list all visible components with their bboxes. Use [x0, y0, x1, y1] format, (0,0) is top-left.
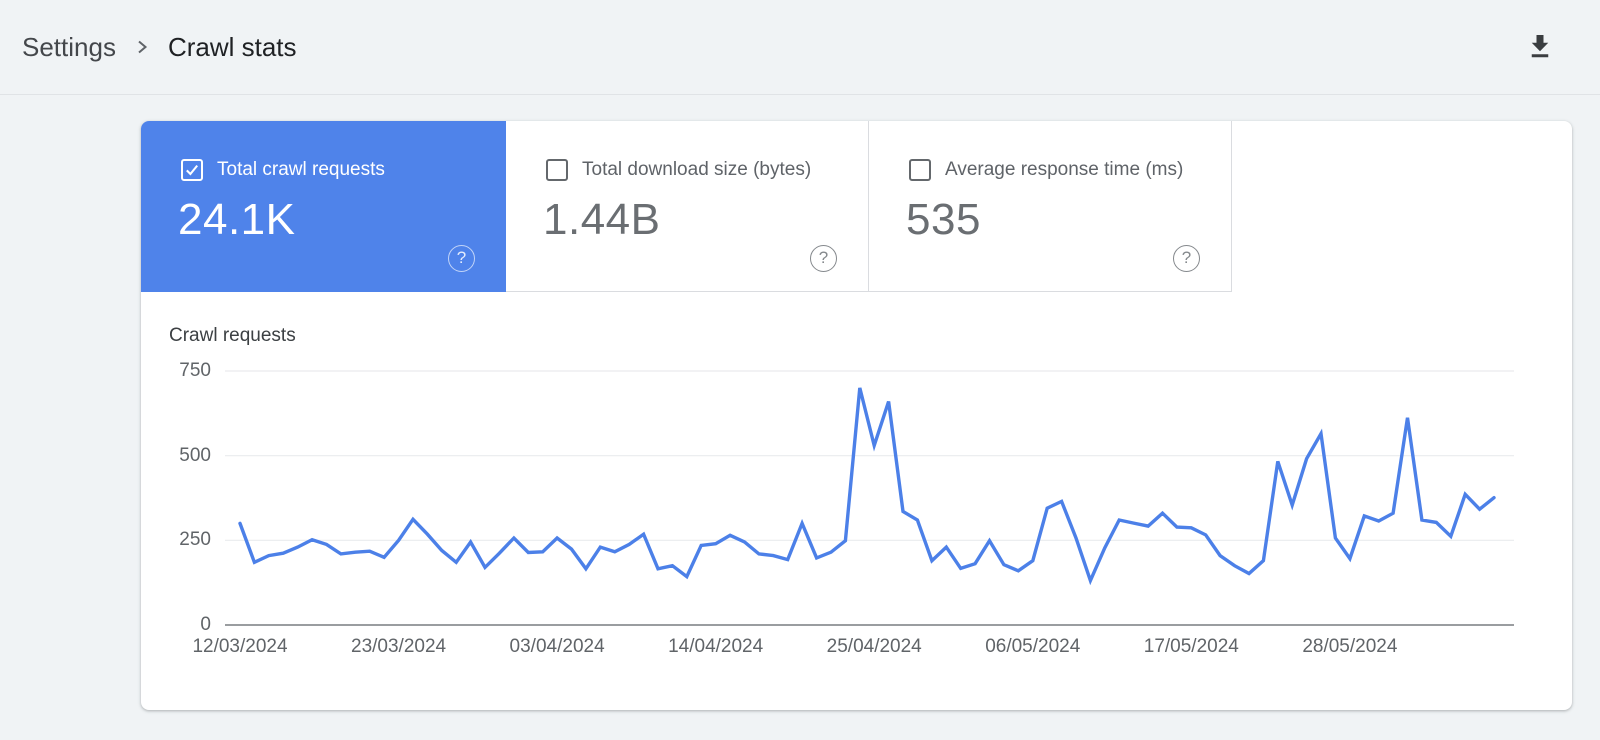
y-tick-label: 500: [179, 444, 211, 466]
metric-value: 1.44B: [543, 195, 661, 244]
x-tick-label: 06/05/2024: [985, 636, 1081, 657]
crawl-stats-card: Total crawl requests 24.1K ? Total downl…: [141, 121, 1572, 710]
y-tick-label: 250: [179, 529, 211, 551]
breadcrumb-crawl-stats: Crawl stats: [167, 31, 297, 62]
export-download-button[interactable]: [1518, 24, 1562, 68]
checkbox-checked-icon[interactable]: [181, 159, 203, 181]
line-chart-plot: [225, 370, 1514, 626]
metric-cards-row: Total crawl requests 24.1K ? Total downl…: [141, 121, 1232, 292]
x-tick-label: 03/04/2024: [509, 636, 605, 657]
help-icon[interactable]: ?: [1173, 245, 1200, 272]
x-tick-label: 25/04/2024: [826, 636, 922, 657]
metric-card-total-crawl-requests[interactable]: Total crawl requests 24.1K ?: [141, 121, 506, 292]
x-tick-label: 28/05/2024: [1302, 636, 1398, 657]
breadcrumb-settings-link[interactable]: Settings: [22, 31, 116, 62]
metric-card-average-response-time[interactable]: Average response time (ms) 535 ?: [869, 121, 1232, 292]
metric-label: Total crawl requests: [217, 159, 385, 180]
y-tick-label: 750: [179, 360, 211, 381]
y-tick-label: 0: [200, 614, 211, 635]
breadcrumb: Settings Crawl stats: [22, 32, 297, 63]
chart-title: Crawl requests: [169, 325, 296, 346]
chevron-right-icon: [132, 37, 152, 57]
metric-label: Total download size (bytes): [582, 159, 812, 180]
metric-label: Average response time (ms): [945, 159, 1184, 180]
x-tick-label: 14/04/2024: [668, 636, 764, 657]
metric-value: 535: [906, 195, 981, 244]
crawl-requests-chart: Crawl requests 0 250 500 750 12/03/2024 23/0…: [141, 292, 1572, 710]
help-icon[interactable]: ?: [448, 245, 475, 272]
x-tick-label: 17/05/2024: [1143, 636, 1239, 657]
checkbox-unchecked-icon[interactable]: [546, 159, 568, 181]
help-icon[interactable]: ?: [810, 245, 837, 272]
page-header: Settings Crawl stats: [0, 0, 1600, 95]
download-icon: [1525, 31, 1555, 61]
metric-value: 24.1K: [178, 195, 296, 244]
metric-card-total-download-size[interactable]: Total download size (bytes) 1.44B ?: [506, 121, 869, 292]
x-tick-label: 23/03/2024: [351, 636, 447, 657]
checkbox-unchecked-icon[interactable]: [909, 159, 931, 181]
x-tick-label: 12/03/2024: [192, 636, 288, 657]
